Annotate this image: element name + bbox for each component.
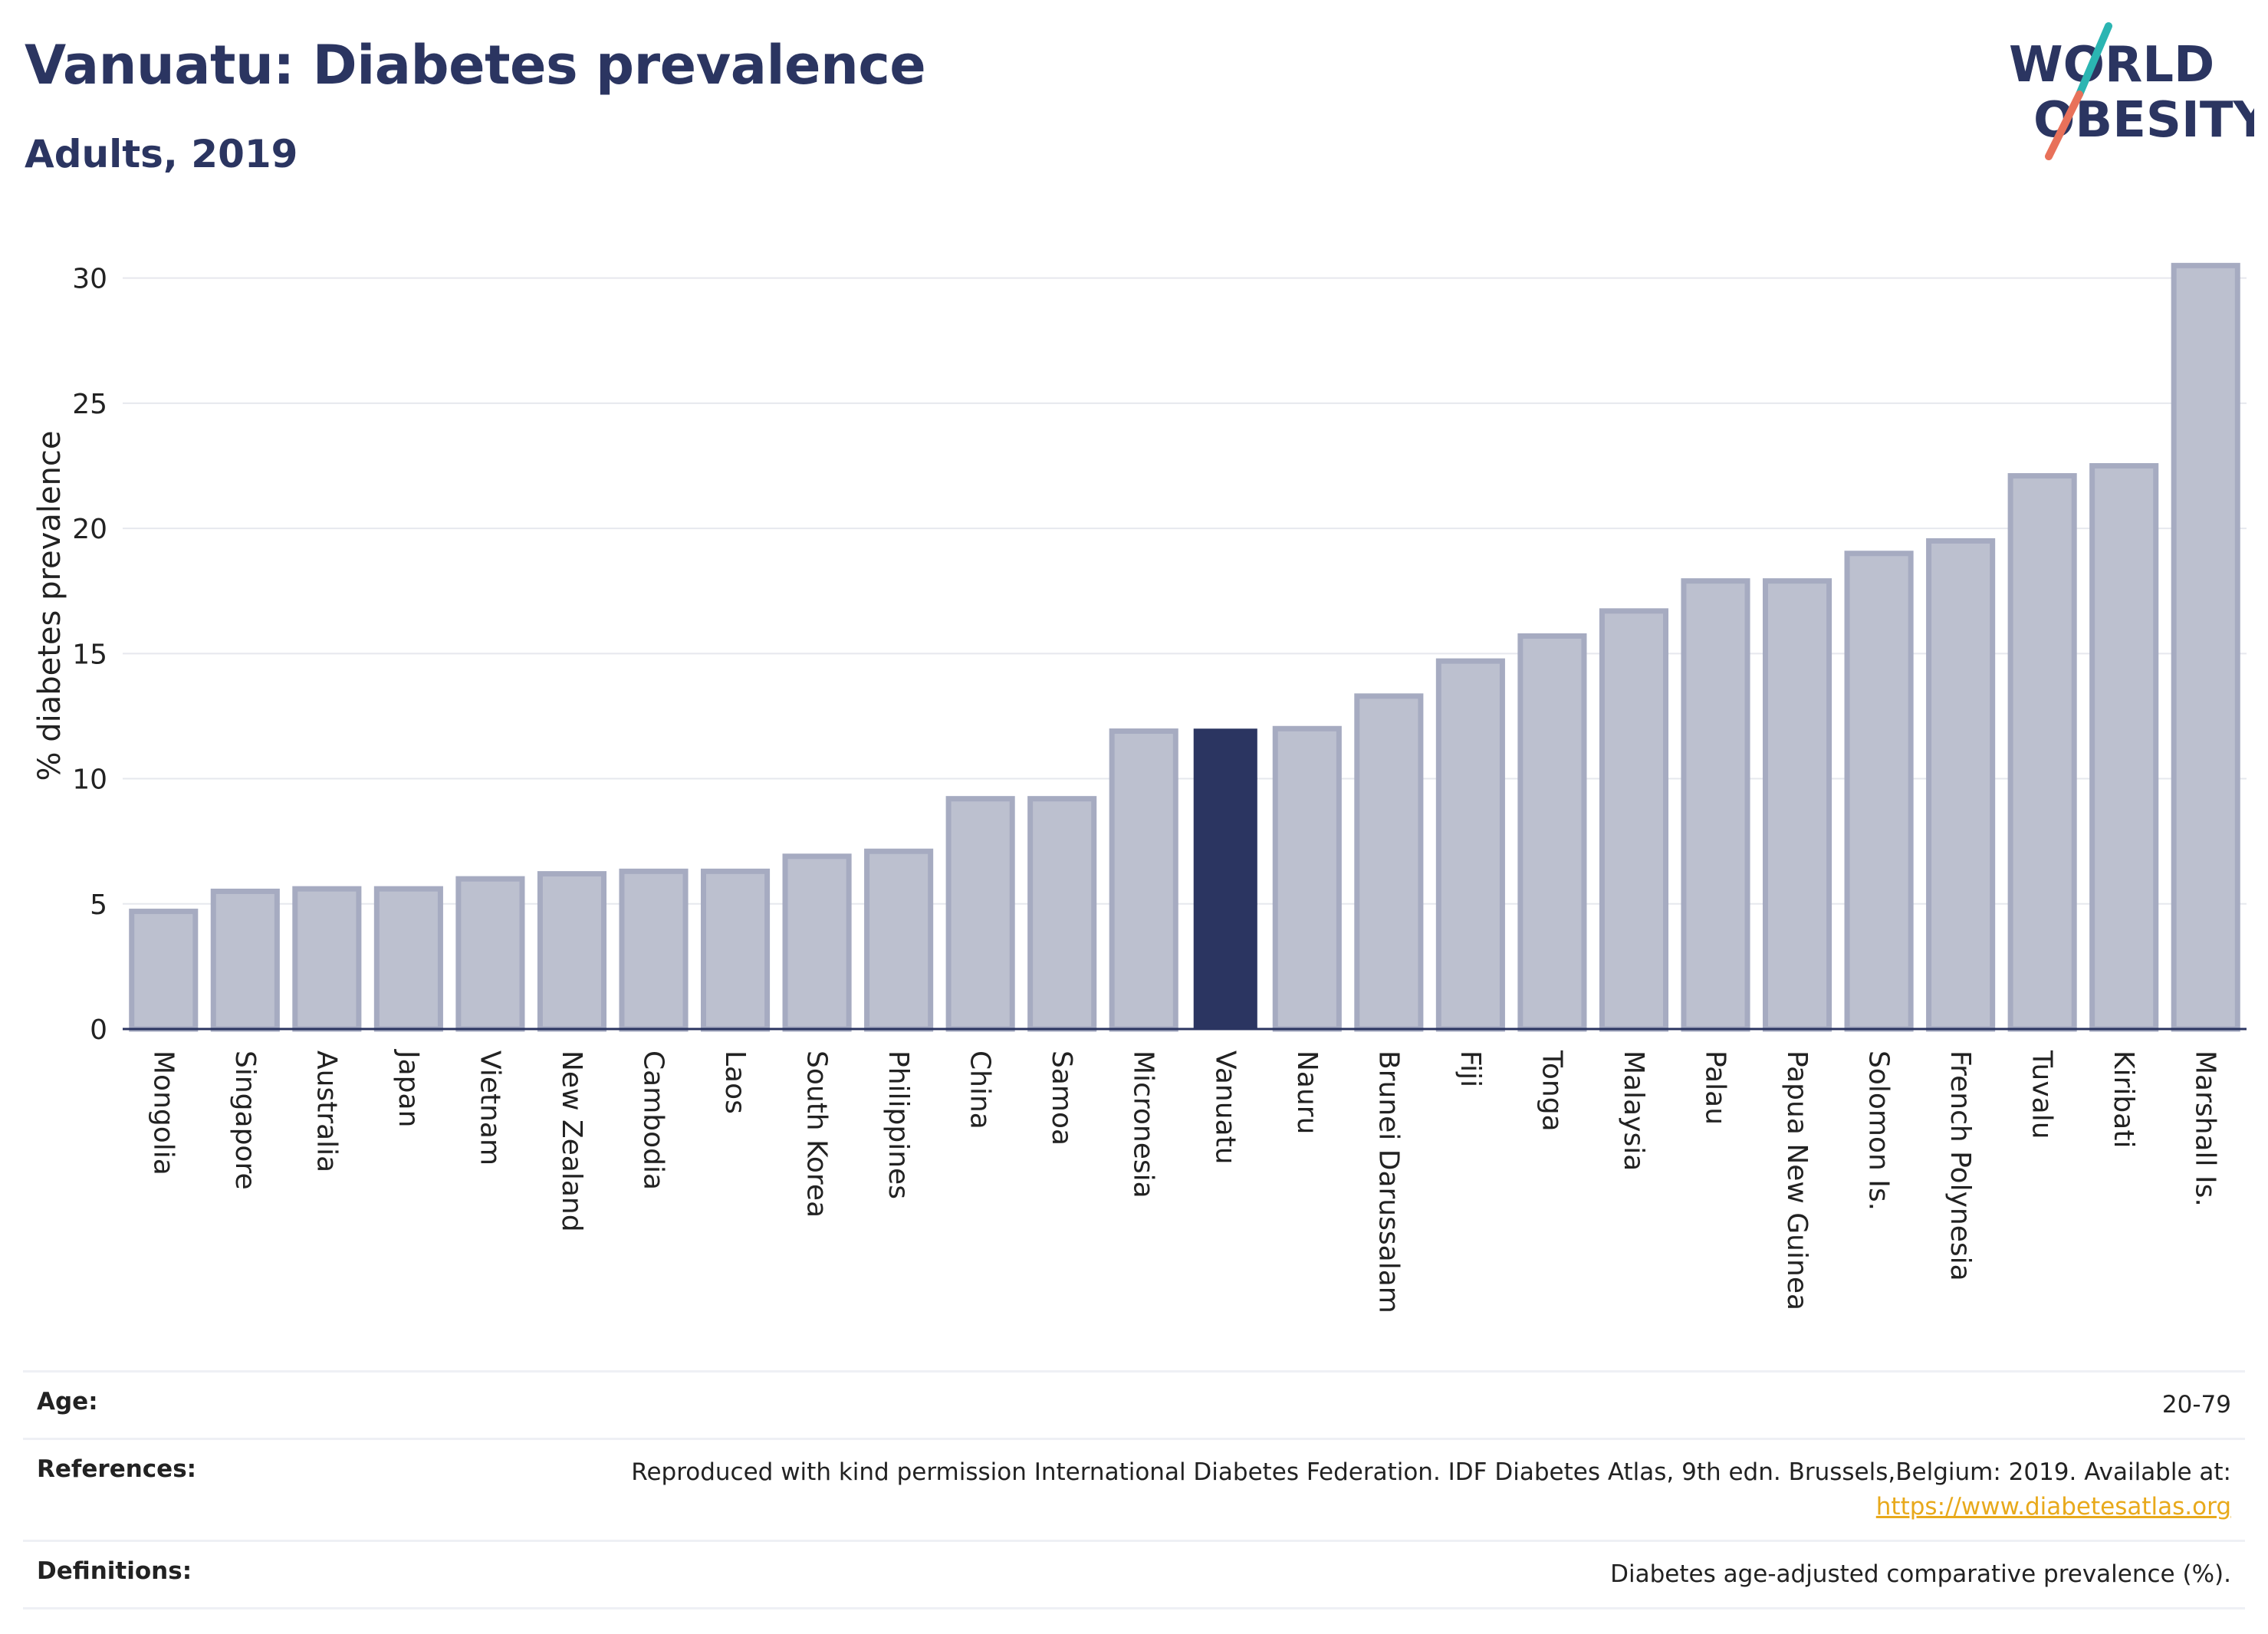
x-tick-label: Solomon Is. xyxy=(1863,1050,1895,1211)
bar xyxy=(1027,796,1097,1032)
bar xyxy=(1354,693,1424,1032)
info-key: Age: xyxy=(37,1388,98,1415)
x-tick-label: China xyxy=(965,1050,996,1129)
x-tick-label: French Polynesia xyxy=(1944,1050,1976,1281)
x-tick-label: Vietnam xyxy=(474,1050,505,1165)
x-tick-label: Australia xyxy=(311,1050,342,1172)
logo-slash-top xyxy=(2076,22,2112,98)
info-row-age: Age: 20-79 xyxy=(23,1370,2245,1438)
x-tick-label: Samoa xyxy=(1046,1050,1077,1146)
y-tick-label: 5 xyxy=(90,889,107,921)
info-value: 20-79 xyxy=(2161,1391,2231,1419)
reference-text: Reproduced with kind permission Internat… xyxy=(631,1458,2231,1486)
bar xyxy=(210,888,280,1032)
x-tick-label: Fiji xyxy=(1454,1050,1486,1087)
bar xyxy=(1926,538,1996,1032)
x-tick-label: Mongolia xyxy=(147,1050,179,1175)
x-tick-label: South Korea xyxy=(801,1050,833,1218)
x-tick-label: Cambodia xyxy=(638,1050,669,1190)
y-tick-label: 25 xyxy=(72,389,107,420)
x-tick-label: Philippines xyxy=(883,1050,914,1199)
x-tick-label: Marshall Is. xyxy=(2190,1050,2221,1207)
bar xyxy=(864,848,934,1032)
bar xyxy=(782,853,852,1032)
info-key: References: xyxy=(37,1455,197,1483)
info-row-references: References: Reproduced with kind permiss… xyxy=(23,1437,2245,1540)
x-tick-label: Papua New Guinea xyxy=(1781,1050,1813,1310)
info-table: Age: 20-79 References: Reproduced with k… xyxy=(23,1370,2245,1609)
bar xyxy=(1272,725,1342,1032)
y-tick-label: 0 xyxy=(90,1014,107,1046)
logo-slash-bottom xyxy=(2045,90,2083,160)
bar xyxy=(1517,633,1587,1032)
reference-link[interactable]: https://www.diabetesatlas.org xyxy=(1875,1492,2231,1521)
x-tick-label: Kiribati xyxy=(2108,1050,2139,1148)
bar xyxy=(537,871,607,1032)
world-obesity-logo: WORLD OBESITY xyxy=(2009,22,2254,160)
chart-subtitle: Adults, 2019 xyxy=(25,132,298,176)
info-value: Reproduced with kind permission Internat… xyxy=(631,1455,2231,1524)
bar xyxy=(2171,262,2240,1032)
x-tick-label: Tonga xyxy=(1536,1050,1567,1132)
bar xyxy=(619,868,689,1032)
x-tick-label: Palau xyxy=(1700,1050,1731,1125)
x-tick-label: Laos xyxy=(719,1050,751,1114)
bar xyxy=(700,868,771,1032)
x-tick-label: Brunei Darussalam xyxy=(1372,1050,1404,1313)
info-key: Definitions: xyxy=(37,1557,192,1585)
bar-chart: 0 5 10 15 20 25 30 Mongolia Singapore Australia Ja… xyxy=(32,262,2247,1313)
y-tick-label: 30 xyxy=(72,264,107,295)
x-tick-label: Nauru xyxy=(1291,1050,1323,1134)
y-tick-label: 15 xyxy=(72,639,107,670)
bar xyxy=(129,909,199,1032)
x-tick-label: Singapore xyxy=(229,1050,261,1190)
bars xyxy=(129,262,2240,1032)
bar xyxy=(2007,473,2077,1032)
y-tick-label: 10 xyxy=(72,764,107,796)
x-tick-label: Vanuatu xyxy=(1209,1050,1241,1165)
bar xyxy=(292,886,362,1032)
x-tick-label: Micronesia xyxy=(1128,1050,1159,1198)
info-value: Diabetes age-adjusted comparative preval… xyxy=(1610,1560,2231,1588)
bar xyxy=(1109,728,1178,1032)
bar xyxy=(373,886,443,1032)
bar xyxy=(1762,578,1832,1032)
bar-highlight xyxy=(1193,728,1257,1029)
bar xyxy=(945,796,1015,1032)
y-tick-label: 20 xyxy=(72,514,107,545)
bar xyxy=(1599,608,1669,1032)
bar xyxy=(455,876,525,1032)
x-tick-label: Tuvalu xyxy=(2026,1050,2058,1139)
bar xyxy=(1681,578,1750,1032)
bar xyxy=(1844,551,1914,1032)
bar xyxy=(1435,658,1505,1032)
y-axis-label: % diabetes prevalence xyxy=(32,430,67,781)
info-row-definitions: Definitions: Diabetes age-adjusted compa… xyxy=(23,1539,2245,1609)
x-tick-label: Japan xyxy=(393,1049,424,1127)
logo-line1: WORLD xyxy=(2009,37,2214,94)
chart-title: Vanuatu: Diabetes prevalence xyxy=(25,34,926,97)
x-tick-label: New Zealand xyxy=(556,1050,587,1232)
x-tick-label: Malaysia xyxy=(1618,1050,1649,1171)
axes: 0 5 10 15 20 25 30 Mongolia Singapore Australia Ja… xyxy=(72,264,2247,1313)
bar xyxy=(2089,462,2159,1032)
